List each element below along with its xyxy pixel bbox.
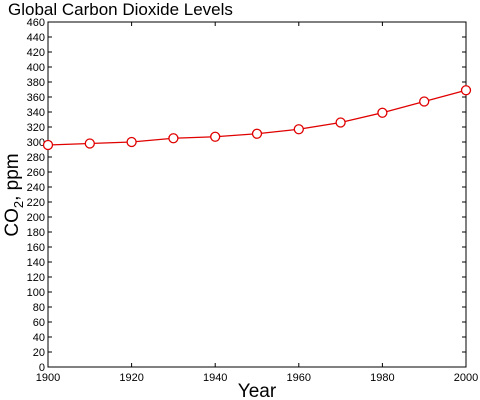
- y-tick-label: 240: [27, 182, 45, 194]
- y-axis-label-main: CO: [2, 208, 23, 237]
- series-co2: [42, 85, 472, 151]
- x-tick-label: 1900: [36, 372, 60, 384]
- data-point: [126, 136, 137, 148]
- y-tick-label: 160: [27, 242, 45, 254]
- y-axis: 0 20 40 60 80 100 120 140 160 180 200 220 240 260 280 3…: [27, 17, 466, 374]
- y-tick-label: 360: [27, 92, 45, 104]
- y-tick-label: 80: [33, 302, 45, 314]
- y-tick-label: 320: [27, 122, 45, 134]
- y-tick-label: 200: [27, 212, 45, 224]
- y-tick-label: 180: [27, 227, 45, 239]
- y-tick-label: 220: [27, 197, 45, 209]
- y-tick-label: 440: [27, 32, 45, 44]
- y-tick-label: 420: [27, 47, 45, 59]
- x-tick-label: 1940: [203, 372, 227, 384]
- y-tick-label: 20: [33, 347, 45, 359]
- x-tick-label: 2000: [454, 372, 478, 384]
- y-axis-label-subscript: 2: [11, 201, 26, 208]
- x-axis-label: Year: [238, 381, 277, 400]
- x-tick-label: 1920: [119, 372, 143, 384]
- data-point: [210, 131, 221, 142]
- y-tick-label: 120: [27, 272, 45, 284]
- y-tick-label: 0: [39, 362, 45, 374]
- y-tick-label: 140: [27, 257, 45, 269]
- data-point: [251, 128, 263, 139]
- data-point: [419, 96, 430, 107]
- y-tick-label: 460: [27, 17, 45, 29]
- y-axis-label-suffix: , ppm: [2, 153, 23, 201]
- x-tick-label: 1980: [370, 372, 394, 384]
- plot-area: [47, 21, 467, 368]
- y-tick-label: 400: [27, 62, 45, 74]
- y-axis-label: CO2, ppm: [2, 153, 26, 236]
- data-point: [377, 107, 388, 118]
- y-tick-label: 60: [33, 317, 45, 329]
- data-point: [84, 138, 95, 149]
- data-point: [460, 85, 472, 96]
- data-point: [168, 133, 179, 144]
- x-tick-label: 1960: [287, 372, 311, 384]
- y-tick-label: 340: [27, 107, 45, 119]
- y-tick-label: 380: [27, 77, 45, 89]
- y-tick-label: 100: [27, 287, 45, 299]
- y-tick-label: 260: [27, 167, 45, 179]
- data-point: [335, 117, 346, 128]
- data-point: [293, 124, 304, 135]
- data-point: [42, 139, 54, 151]
- y-tick-label: 280: [27, 152, 45, 164]
- chart-title: Global Carbon Dioxide Levels: [8, 0, 233, 19]
- y-tick-label: 300: [27, 137, 45, 149]
- y-tick-label: 40: [33, 332, 45, 344]
- x-axis: 1900 1920 1940 1960 1980 2000: [36, 22, 478, 384]
